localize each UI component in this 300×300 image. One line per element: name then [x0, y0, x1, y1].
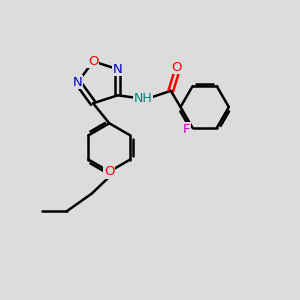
Text: N: N [113, 63, 123, 76]
Text: O: O [104, 165, 115, 178]
Text: N: N [73, 76, 83, 89]
Text: O: O [88, 55, 98, 68]
Text: NH: NH [134, 92, 152, 105]
Text: F: F [183, 123, 190, 136]
Text: O: O [171, 61, 182, 74]
